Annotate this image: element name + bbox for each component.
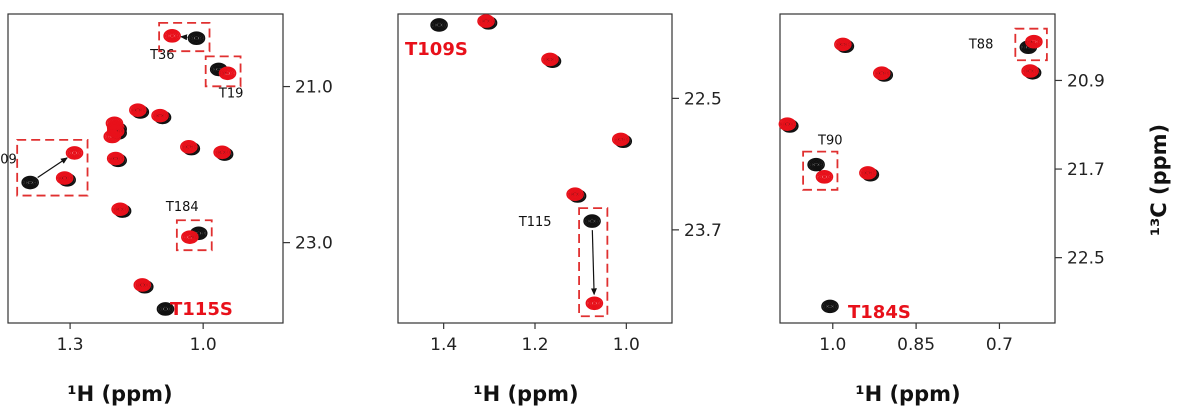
shift-arrow: [180, 34, 188, 41]
highlight-box: [175, 219, 213, 252]
peak-mutant: [218, 66, 237, 81]
x-tick-label: 1.0: [819, 335, 846, 355]
x-axis-title-3: ¹H (ppm): [855, 382, 960, 406]
peak-wildtype: [187, 31, 206, 45]
peak-mutant: [859, 166, 877, 180]
panel-t184s: 1.0 0.85 0.7 20.9 21.7 22.5 T88 T90 T184S: [778, 13, 1105, 355]
x-tick-label: 1.4: [430, 335, 457, 355]
peak-mutant: [213, 145, 231, 160]
residue-label: T88: [968, 37, 993, 52]
peak-mutant: [129, 103, 147, 117]
peak-wildtype: [821, 299, 839, 314]
peak-mutant: [834, 37, 852, 52]
plot-frame: [7, 13, 284, 324]
y-tick-label: 23.7: [684, 221, 722, 241]
peak-mutant: [55, 171, 74, 185]
x-tick-label: 1.2: [521, 335, 548, 355]
y-tick-label: 20.9: [1067, 71, 1105, 91]
highlight-box: [16, 138, 89, 197]
highlight-box: [578, 207, 609, 318]
peak-mutant: [111, 202, 129, 217]
plot-frame: [397, 13, 673, 324]
panel-t115s: 1.3 1.0 21.0 23.0 T36 T19 T109 T184 T115S: [0, 13, 333, 355]
y-axis-title: ¹³C (ppm): [1147, 124, 1171, 236]
residue-label: T36: [149, 48, 174, 63]
peak-mutant: [133, 278, 152, 292]
peak-mutant: [585, 296, 604, 311]
residue-label: T90: [817, 134, 842, 149]
peak-mutant: [778, 117, 797, 131]
residue-label: T109: [0, 153, 17, 168]
spectra-panels: 1.31.021.023.0T36T19T109T184T115S1.41.21…: [0, 13, 1105, 355]
shift-arrow: [37, 157, 68, 179]
shift-arrow: [590, 230, 597, 296]
peak-mutant: [151, 108, 169, 123]
highlight-box: [802, 150, 839, 191]
peak-mutant: [872, 66, 891, 81]
peak-mutant: [105, 116, 124, 131]
peak-mutant: [541, 52, 559, 67]
panel-t109s: 1.4 1.2 1.0 22.5 23.7 T115 T109S: [397, 13, 722, 355]
highlight-box: [158, 21, 211, 53]
residue-label: T115: [518, 215, 552, 230]
highlight-box: [1014, 27, 1048, 62]
x-tick-label: 1.0: [190, 335, 217, 355]
peak-wildtype: [156, 302, 175, 316]
y-tick-label: 22.5: [684, 89, 722, 109]
peak-mutant: [65, 146, 84, 160]
x-tick-label: 0.7: [986, 335, 1013, 355]
peak-mutant: [163, 29, 181, 43]
y-tick-label: 21.0: [295, 78, 333, 98]
y-tick-label: 23.0: [295, 234, 333, 254]
x-tick-label: 1.0: [613, 335, 640, 355]
peak-mutant: [566, 187, 584, 201]
residue-label: T19: [218, 86, 243, 101]
x-axis-title-1: ¹H (ppm): [67, 382, 172, 406]
peak-mutant: [181, 230, 199, 244]
peak-mutant: [180, 140, 198, 154]
peak-wildtype: [583, 214, 601, 228]
mutant-label: T109S: [405, 39, 468, 60]
peak-mutant: [106, 151, 125, 166]
peak-wildtype: [807, 157, 825, 172]
peak-mutant: [815, 170, 834, 184]
mutant-label: T184S: [848, 302, 911, 323]
peak-mutant: [103, 129, 122, 144]
residue-label: T184: [165, 200, 199, 215]
peak-mutant: [1025, 34, 1043, 49]
x-tick-label: 0.85: [897, 335, 935, 355]
mutant-label: T115S: [170, 299, 233, 320]
peak-wildtype: [430, 18, 448, 32]
y-tick-label: 21.7: [1067, 160, 1105, 180]
y-tick-label: 22.5: [1067, 249, 1105, 269]
x-tick-label: 1.3: [57, 335, 84, 355]
peak-mutant: [1021, 64, 1039, 78]
highlight-box: [204, 55, 242, 88]
x-axis-title-2: ¹H (ppm): [473, 382, 578, 406]
peak-mutant: [611, 132, 630, 147]
peak-wildtype: [21, 175, 39, 190]
peak-mutant: [477, 14, 495, 28]
